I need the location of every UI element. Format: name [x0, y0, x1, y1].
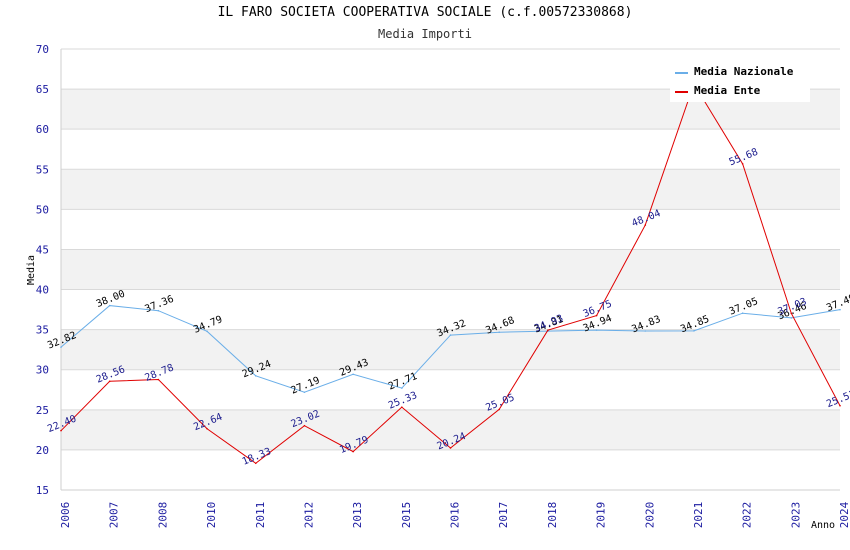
background-bands: [61, 89, 840, 450]
y-tick-label: 50: [36, 203, 49, 216]
x-tick-label: 2018: [546, 502, 559, 529]
y-tick-labels: 15 20 25 30 35 40 45 50 55 60 65 70: [36, 43, 49, 497]
data-point-media-nazionale: [741, 312, 744, 314]
y-tick-label: 25: [36, 404, 49, 417]
grid-band: [61, 249, 840, 290]
data-point-media-nazionale: [498, 331, 500, 334]
data-label-media-ente: 25.51: [825, 389, 850, 410]
x-tick-labels: 2006 2007 2008 2010 2011 2012 2013 2015 2016 2017…: [59, 501, 850, 528]
y-tick-label: 20: [36, 444, 49, 457]
data-point-media-ente: [839, 404, 841, 407]
data-point-media-ente: [498, 408, 500, 411]
x-tick-label: 2007: [108, 502, 121, 529]
data-point-media-ente: [401, 406, 403, 408]
y-tick-label: 15: [36, 484, 49, 497]
grid-band: [61, 409, 840, 450]
x-tick-label: 2020: [643, 502, 656, 529]
x-tick-label: 2012: [302, 502, 315, 529]
x-tick-label: 2015: [400, 502, 413, 529]
data-point-media-ente: [254, 462, 257, 465]
x-tick-label: 2008: [156, 502, 169, 529]
data-point-media-nazionale: [157, 309, 160, 312]
y-tick-label: 65: [36, 83, 49, 96]
x-tick-label: 2017: [497, 502, 510, 529]
legend: Media Nazionale Media Ente: [670, 60, 810, 102]
data-point-media-ente: [547, 329, 549, 331]
data-point-media-nazionale: [108, 304, 111, 307]
y-tick-label: 55: [36, 163, 49, 176]
series-lines: [60, 82, 841, 465]
x-tick-label: 2010: [205, 502, 218, 529]
data-point-media-nazionale: [352, 373, 354, 376]
data-point-media-nazionale: [401, 387, 403, 389]
y-tick-label: 30: [36, 364, 49, 377]
data-point-media-ente: [60, 429, 62, 432]
data-point-media-nazionale: [206, 330, 208, 333]
data-point-media-nazionale: [693, 330, 695, 332]
data-label-media-nazionale: 37.49: [825, 293, 850, 314]
y-tick-label: 60: [36, 123, 49, 136]
chart-title: IL FARO SOCIETA COOPERATIVA SOCIALE (c.f…: [217, 5, 633, 20]
data-point-media-ente: [449, 447, 452, 449]
data-point-media-ente: [303, 424, 306, 427]
data-point-media-ente: [352, 450, 354, 453]
legend-label-media-ente: Media Ente: [694, 84, 761, 97]
x-tick-label: 2013: [351, 502, 364, 529]
data-point-media-nazionale: [790, 317, 793, 319]
grid-band: [61, 329, 840, 370]
data-point-media-nazionale: [644, 330, 647, 332]
x-tick-label: 2021: [692, 502, 705, 529]
data-point-media-ente: [595, 314, 598, 317]
data-point-media-ente: [790, 312, 793, 315]
data-label-media-ente: 55.68: [728, 147, 760, 168]
data-point-media-ente: [108, 380, 111, 383]
legend-background: [670, 60, 810, 102]
data-point-media-nazionale: [254, 375, 257, 377]
x-tick-label: 2019: [595, 502, 608, 529]
data-label-media-nazionale: 27.71: [387, 371, 419, 392]
data-label-media-nazionale: 27.19: [289, 375, 321, 396]
y-tick-label: 45: [36, 243, 49, 256]
data-point-media-ente: [741, 163, 744, 165]
data-point-media-ente: [644, 224, 647, 226]
x-tick-label: 2023: [789, 502, 802, 529]
y-tick-label: 40: [36, 284, 49, 297]
data-point-media-nazionale: [839, 308, 841, 311]
data-point-media-nazionale: [449, 334, 452, 336]
data-point-media-nazionale: [595, 329, 598, 331]
data-point-media-nazionale: [303, 391, 306, 394]
grid-band: [61, 169, 840, 210]
data-point-media-ente: [157, 378, 160, 381]
x-tick-label: 2022: [741, 502, 754, 529]
axes: [60, 49, 840, 491]
chart-subtitle: Media Importi: [378, 27, 472, 41]
y-tick-label: 35: [36, 324, 49, 337]
legend-label-media-nazionale: Media Nazionale: [694, 65, 794, 78]
x-tick-label: 2006: [59, 502, 72, 529]
data-label-media-ente: 48.04: [630, 208, 662, 229]
x-tick-label: 2016: [449, 502, 462, 529]
x-tick-label: 2024: [838, 501, 850, 528]
data-label-media-nazionale: 37.36: [143, 294, 175, 315]
y-tick-label: 70: [36, 43, 49, 56]
data-point-media-nazionale: [60, 346, 62, 348]
x-axis-label: Anno: [811, 520, 835, 531]
x-tick-label: 2011: [254, 502, 267, 529]
data-point-media-ente: [206, 427, 208, 430]
y-axis-label: Media: [26, 255, 37, 285]
